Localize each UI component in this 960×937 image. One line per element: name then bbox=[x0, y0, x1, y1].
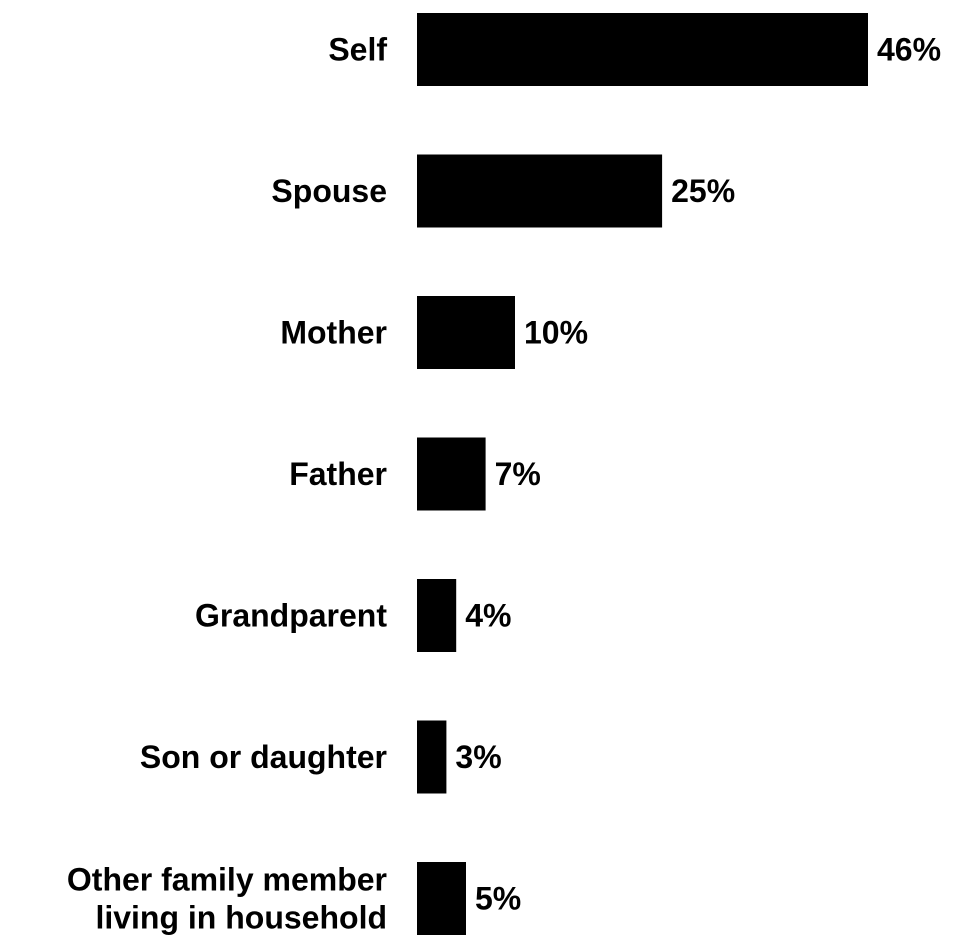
value-label: 7% bbox=[495, 456, 541, 492]
bar bbox=[417, 437, 486, 511]
value-labels-group: 46% 25% 10% 7% 4% 3% 5% bbox=[455, 32, 941, 917]
bar bbox=[417, 862, 466, 935]
bar bbox=[417, 720, 447, 794]
category-label-line: Son or daughter bbox=[140, 739, 387, 775]
category-label: Son or daughter bbox=[140, 739, 387, 775]
category-label-line: Other family member bbox=[67, 862, 387, 898]
category-labels-group: Self Spouse Mother Father Grandparent Son or … bbox=[67, 32, 387, 936]
bar bbox=[417, 13, 868, 86]
category-label: Grandparent bbox=[195, 598, 387, 634]
category-label-line: Grandparent bbox=[195, 598, 387, 634]
category-label: Father bbox=[289, 456, 387, 492]
category-label: Mother bbox=[280, 315, 387, 351]
value-label: 46% bbox=[877, 32, 941, 68]
category-label: Other family member living in household bbox=[67, 862, 387, 936]
value-label: 5% bbox=[475, 881, 521, 917]
category-label-line: Mother bbox=[280, 315, 387, 351]
category-label-line: Self bbox=[328, 32, 387, 68]
category-label-line: Spouse bbox=[271, 173, 387, 209]
value-label: 10% bbox=[524, 315, 588, 351]
bar bbox=[417, 296, 515, 369]
bars-group bbox=[417, 13, 868, 935]
bar bbox=[417, 154, 663, 228]
bar bbox=[417, 579, 457, 652]
category-label: Spouse bbox=[271, 173, 387, 209]
category-label: Self bbox=[328, 32, 387, 68]
category-label-line: living in household bbox=[95, 900, 387, 936]
category-label-line: Father bbox=[289, 456, 387, 492]
value-label: 4% bbox=[465, 598, 511, 634]
value-label: 3% bbox=[455, 739, 501, 775]
value-label: 25% bbox=[671, 173, 735, 209]
